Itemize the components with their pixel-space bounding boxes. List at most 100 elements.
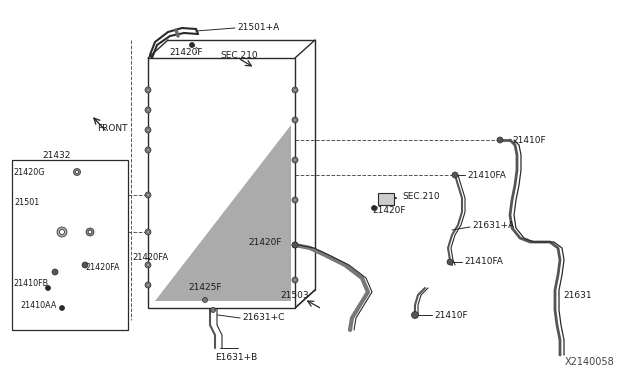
Bar	[270, 78, 276, 84]
Circle shape	[294, 199, 296, 201]
Bar	[222, 270, 228, 276]
Bar	[216, 216, 222, 222]
Bar	[222, 78, 228, 84]
Bar	[174, 78, 180, 84]
Bar	[288, 132, 294, 138]
Bar	[234, 126, 240, 132]
Bar	[240, 252, 246, 258]
Bar	[270, 126, 276, 132]
Bar	[228, 204, 234, 210]
Bar	[198, 138, 204, 144]
Bar	[288, 96, 294, 102]
Bar	[264, 156, 270, 162]
Bar	[240, 60, 246, 66]
Bar	[288, 156, 294, 162]
Bar	[270, 102, 276, 108]
Bar	[264, 276, 270, 282]
Bar	[288, 192, 294, 198]
Bar	[276, 252, 282, 258]
Bar	[222, 102, 228, 108]
Bar	[186, 150, 192, 156]
Bar	[186, 78, 192, 84]
Bar	[270, 246, 276, 252]
Bar	[150, 258, 156, 264]
Bar	[276, 120, 282, 126]
Bar	[228, 300, 234, 306]
Bar	[246, 222, 252, 228]
Bar	[234, 294, 240, 300]
Bar	[210, 198, 216, 204]
Bar	[264, 216, 270, 222]
Bar	[246, 102, 252, 108]
Text: 21420FA: 21420FA	[85, 263, 120, 273]
Bar	[228, 264, 234, 270]
Bar	[180, 252, 186, 258]
Bar	[234, 282, 240, 288]
Bar	[156, 252, 162, 258]
Bar	[234, 258, 240, 264]
Bar	[258, 90, 264, 96]
Bar	[282, 150, 288, 156]
Bar	[246, 150, 252, 156]
Bar	[216, 204, 222, 210]
Circle shape	[145, 107, 151, 113]
Bar	[270, 138, 276, 144]
Bar	[186, 198, 192, 204]
Bar	[288, 72, 294, 78]
Bar	[162, 234, 168, 240]
Bar	[252, 300, 258, 306]
Bar	[180, 192, 186, 198]
Bar	[258, 162, 264, 168]
Bar	[180, 216, 186, 222]
Bar	[174, 198, 180, 204]
Bar	[276, 132, 282, 138]
Bar	[240, 300, 246, 306]
Bar	[222, 198, 228, 204]
Bar	[240, 72, 246, 78]
Bar	[270, 90, 276, 96]
Bar	[198, 270, 204, 276]
Bar	[198, 162, 204, 168]
Bar	[204, 60, 210, 66]
Text: 21420F: 21420F	[372, 205, 406, 215]
Bar	[228, 252, 234, 258]
Bar	[168, 288, 174, 294]
Bar	[282, 162, 288, 168]
Bar	[222, 126, 228, 132]
Bar	[180, 108, 186, 114]
Bar	[204, 72, 210, 78]
Bar	[168, 264, 174, 270]
Bar	[216, 132, 222, 138]
Bar	[174, 270, 180, 276]
Bar	[282, 114, 288, 120]
Bar	[186, 222, 192, 228]
Circle shape	[145, 229, 151, 235]
Bar	[204, 144, 210, 150]
Bar	[204, 264, 210, 270]
Bar	[180, 300, 186, 306]
Bar	[228, 60, 234, 66]
Circle shape	[147, 149, 149, 151]
Bar	[276, 192, 282, 198]
Circle shape	[76, 170, 79, 173]
Bar	[210, 270, 216, 276]
Text: 21410FB: 21410FB	[13, 279, 48, 289]
Bar	[252, 96, 258, 102]
Bar	[186, 246, 192, 252]
Bar	[234, 150, 240, 156]
Text: SEC.210: SEC.210	[402, 192, 440, 201]
Bar	[168, 240, 174, 246]
Bar	[216, 252, 222, 258]
Bar	[270, 282, 276, 288]
Bar	[156, 288, 162, 294]
Bar	[258, 294, 264, 300]
Bar	[210, 258, 216, 264]
Bar	[228, 240, 234, 246]
Bar	[186, 282, 192, 288]
Bar	[258, 126, 264, 132]
Bar	[282, 210, 288, 216]
Bar	[234, 210, 240, 216]
Bar	[168, 216, 174, 222]
Bar	[174, 90, 180, 96]
Bar	[168, 84, 174, 90]
